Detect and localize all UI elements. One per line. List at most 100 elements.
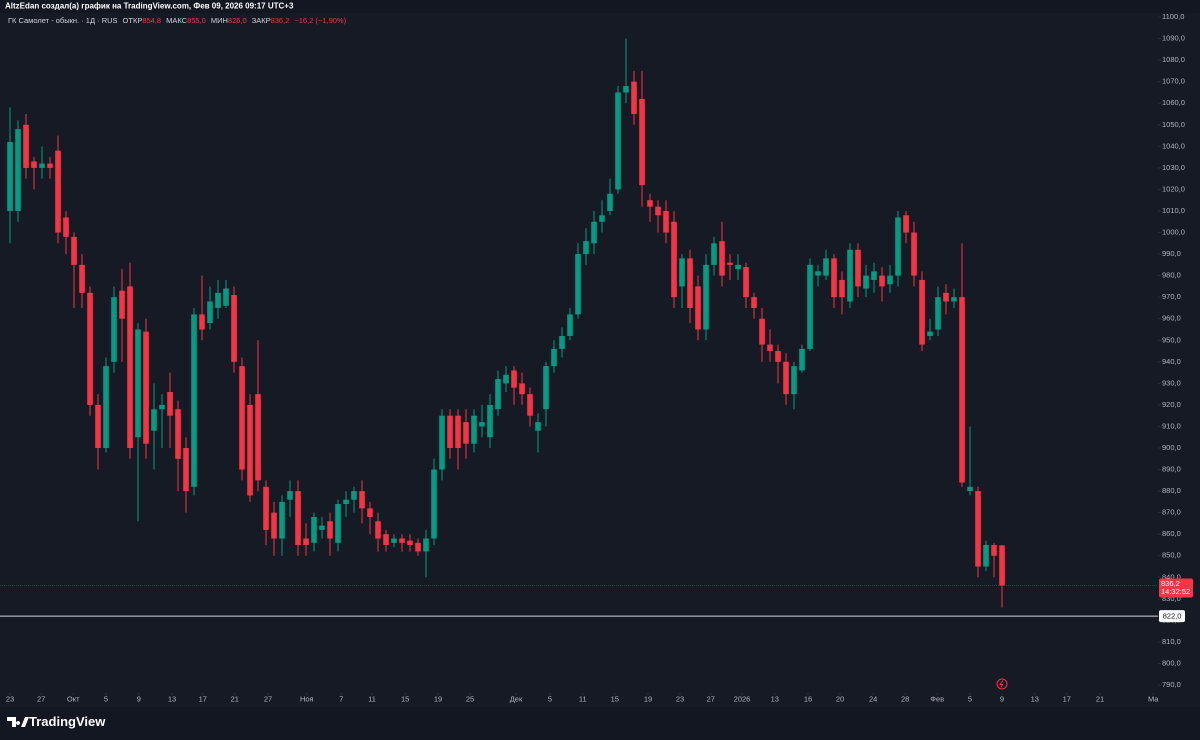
- legend-item-value: 826,0: [228, 16, 247, 25]
- x-tick-label: 21: [1096, 694, 1104, 703]
- y-tick-label: 1020,0: [1162, 184, 1185, 193]
- candle-body: [607, 193, 613, 211]
- candle-body: [7, 142, 13, 211]
- candle-body: [439, 415, 445, 470]
- candle-body: [215, 292, 221, 308]
- candle-body: [319, 525, 325, 530]
- y-tick-label: 880,0: [1162, 486, 1181, 495]
- candle-body: [167, 391, 173, 416]
- candle-body: [639, 98, 645, 186]
- candle-body: [767, 344, 773, 352]
- x-tick-label: 13: [168, 694, 176, 703]
- candle-body: [175, 409, 181, 459]
- x-tick-label: 16: [804, 694, 812, 703]
- legend-item-label: ЗАКР: [252, 16, 271, 25]
- candle-body: [887, 275, 893, 285]
- candle-body: [375, 521, 381, 539]
- candle-body: [999, 545, 1005, 586]
- candle-body: [511, 370, 517, 388]
- candle-body: [463, 422, 469, 444]
- logo-icon: [7, 717, 29, 727]
- candle-body: [447, 415, 453, 449]
- candle-body: [23, 124, 29, 168]
- candle-body: [287, 491, 293, 500]
- candle-body: [599, 215, 605, 222]
- last-price-countdown: 14:32:52: [1161, 587, 1190, 596]
- candle-body: [431, 469, 437, 539]
- candle-body: [535, 422, 541, 431]
- candle-body: [407, 540, 413, 545]
- x-tick-label: 25: [466, 694, 474, 703]
- candle-body: [703, 264, 709, 330]
- candle-body: [31, 161, 37, 168]
- y-tick-label: 1070,0: [1162, 77, 1185, 86]
- candle-body: [655, 206, 661, 216]
- candle-body: [343, 499, 349, 505]
- candle-body: [895, 217, 901, 276]
- y-tick-label: 870,0: [1162, 508, 1181, 517]
- candle-body: [583, 241, 589, 255]
- candle-body: [359, 491, 365, 509]
- candle-body: [71, 236, 77, 265]
- candle-body: [727, 262, 733, 265]
- x-tick-label: Дек: [510, 694, 523, 703]
- candle-body: [255, 394, 261, 481]
- candle-body: [855, 249, 861, 287]
- x-tick-label: 27: [37, 694, 45, 703]
- candle-body: [143, 331, 149, 444]
- x-tick-label: 17: [1063, 694, 1071, 703]
- candle-body: [519, 383, 525, 395]
- x-tick-label: 27: [707, 694, 715, 703]
- candle-body: [119, 290, 125, 319]
- candle-body: [975, 491, 981, 567]
- candle-body: [623, 86, 629, 93]
- candle-body: [103, 366, 109, 449]
- candle-body: [759, 318, 765, 345]
- candle-body: [967, 486, 973, 492]
- candle-body: [223, 288, 229, 306]
- candle-body: [79, 264, 85, 293]
- candle-body: [927, 331, 933, 336]
- alert-icon[interactable]: [996, 678, 1008, 690]
- candle-body: [239, 366, 245, 470]
- candle-body: [199, 314, 205, 330]
- candle-body: [487, 404, 493, 438]
- legend-item-value: 854,8: [142, 16, 161, 25]
- candle-body: [207, 301, 213, 324]
- candle-body: [39, 163, 45, 168]
- candle-body: [911, 232, 917, 276]
- y-tick-label: 940,0: [1162, 357, 1181, 366]
- y-tick-label: 900,0: [1162, 443, 1181, 452]
- candle-body: [183, 448, 189, 492]
- candle-body: [231, 295, 237, 362]
- candle-body: [543, 366, 549, 410]
- candle-body: [591, 221, 597, 244]
- candle-body: [311, 516, 317, 543]
- x-tick-label: 11: [368, 694, 376, 703]
- candle-body: [247, 404, 253, 496]
- candle-body: [151, 409, 157, 431]
- candle-body: [735, 264, 741, 270]
- legend-change: −16,2 (−1,90%): [294, 16, 346, 25]
- candle-body: [415, 542, 421, 552]
- candle-body: [15, 129, 21, 211]
- candle-body: [831, 258, 837, 298]
- candle-body: [775, 351, 781, 362]
- legend-item-label: ОТКР: [123, 16, 143, 25]
- candle-body: [959, 297, 965, 483]
- legend-item-value: 855,0: [187, 16, 206, 25]
- candle-body: [495, 379, 501, 410]
- last-price-tag-label: 836,2: [1161, 579, 1180, 588]
- candle-body: [743, 267, 749, 298]
- candle-body: [631, 81, 637, 115]
- candle-body: [527, 394, 533, 416]
- y-tick-label: 980,0: [1162, 271, 1181, 280]
- x-tick-label: 27: [264, 694, 272, 703]
- candle-body: [695, 286, 701, 330]
- candle-body: [559, 335, 565, 349]
- candle-body: [471, 415, 477, 444]
- x-tick-label: Окт: [67, 694, 80, 703]
- x-tick-label: 11: [579, 694, 587, 703]
- header: AltzEdan создал(а) график на TradingView…: [5, 2, 294, 11]
- x-tick-label: 23: [676, 694, 684, 703]
